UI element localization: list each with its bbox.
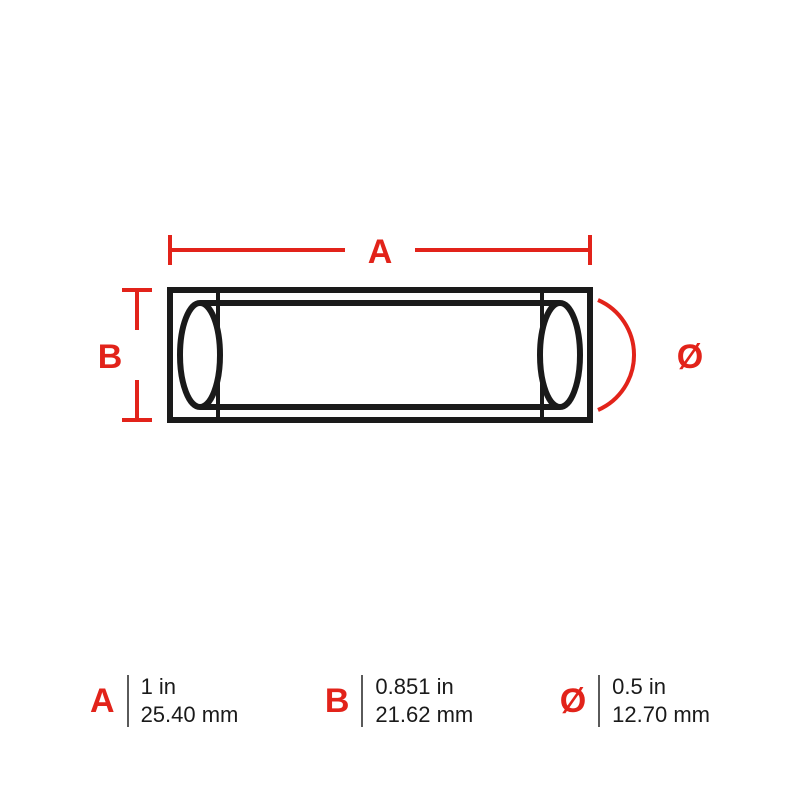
legend-letter-d: Ø — [560, 682, 586, 721]
legend-item-b: B 0.851 in 21.62 mm — [325, 673, 473, 730]
dim-a-label: A — [368, 233, 393, 271]
legend-values-d: 0.5 in 12.70 mm — [612, 673, 710, 730]
legend-b-in: 0.851 in — [375, 673, 473, 702]
legend-values-a: 1 in 25.40 mm — [141, 673, 239, 730]
legend-a-in: 1 in — [141, 673, 239, 702]
dim-d-label: Ø — [677, 338, 703, 376]
legend-item-diameter: Ø 0.5 in 12.70 mm — [560, 673, 710, 730]
legend-divider — [361, 675, 363, 727]
legend-divider — [598, 675, 600, 727]
diagram-container: A B Ø A 1 in 25.40 mm B 0.851 in 21.62 m… — [0, 0, 800, 800]
outer-rectangle — [170, 290, 590, 420]
legend-values-b: 0.851 in 21.62 mm — [375, 673, 473, 730]
legend-a-mm: 25.40 mm — [141, 701, 239, 730]
legend-b-mm: 21.62 mm — [375, 701, 473, 730]
dimension-b: B — [98, 290, 152, 420]
legend-d-mm: 12.70 mm — [612, 701, 710, 730]
legend-letter-a: A — [90, 682, 115, 721]
dimension-legend: A 1 in 25.40 mm B 0.851 in 21.62 mm Ø 0.… — [90, 673, 710, 730]
dimension-diameter: Ø — [598, 300, 703, 410]
cylinder-right-cap — [540, 303, 580, 407]
cylinder-left-cap — [180, 303, 220, 407]
dim-b-label: B — [98, 338, 123, 376]
legend-d-in: 0.5 in — [612, 673, 710, 702]
legend-divider — [127, 675, 129, 727]
dimension-a: A — [170, 233, 590, 271]
legend-letter-b: B — [325, 682, 350, 721]
legend-item-a: A 1 in 25.40 mm — [90, 673, 238, 730]
